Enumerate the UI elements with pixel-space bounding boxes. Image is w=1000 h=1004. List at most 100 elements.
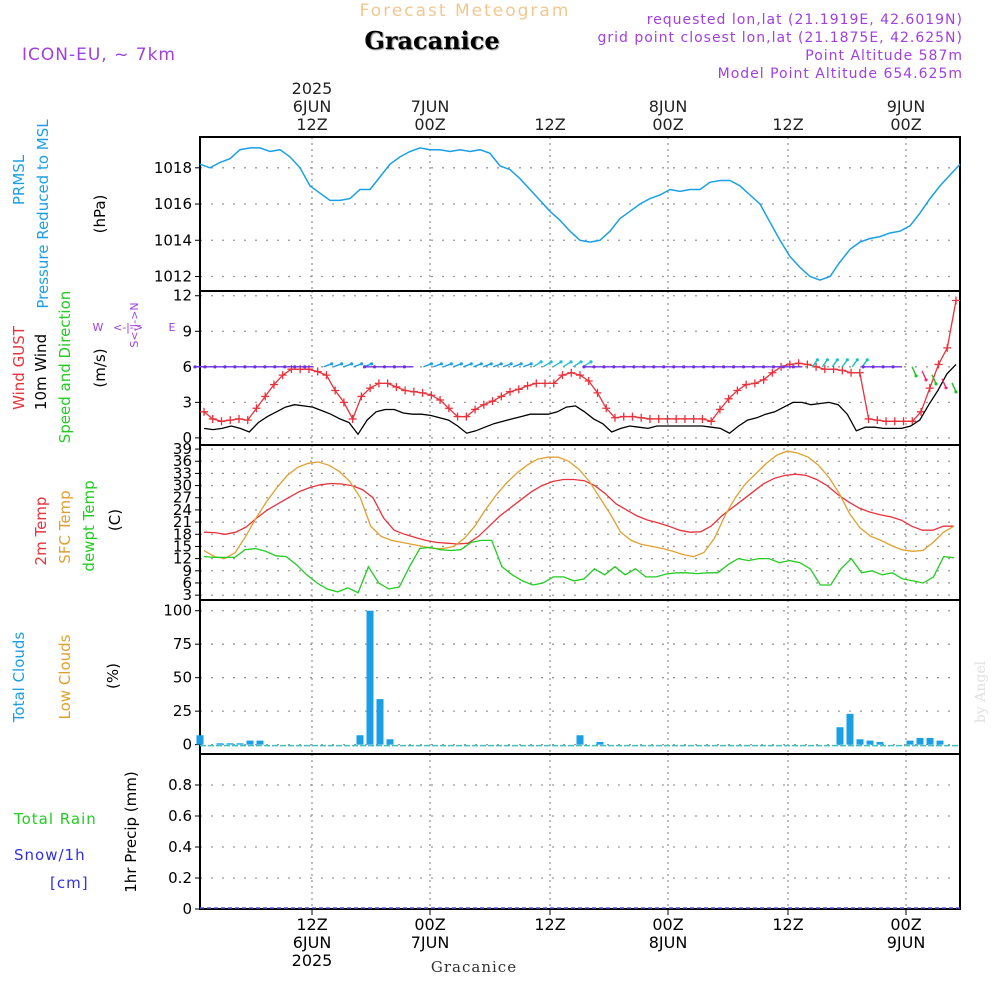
ytick-label-1-0: 0 [182,429,192,447]
gust-marker-61 [733,386,742,395]
gust-marker-79 [890,417,899,426]
wind-dir-head-0 [193,365,197,369]
super-title: Forecast Meteogram [360,1,571,21]
wind-dir-head-72 [924,378,928,382]
bottom-time-label-1-0: 00Z [414,915,445,934]
ytick-label-1-2: 6 [182,358,192,376]
wind-dir-head-29 [499,362,503,366]
wind-dir-head-65 [855,358,859,362]
gust-marker-52 [654,414,663,423]
gust-marker-65 [768,368,777,377]
cloud-bar-5 [256,740,264,745]
bottom-time-label-5-1: 9JUN [887,933,926,952]
ytick-label-1-4: 12 [173,287,192,305]
gust-marker-36 [514,385,523,394]
wind-dir-head-18 [372,365,377,369]
gust-marker-74 [847,368,856,377]
ytick-label-4-2: 0.4 [168,838,192,856]
model-label: ICON-EU, ~ 7km [22,45,176,65]
wind-dir-label: Speed and Direction [56,291,74,444]
ytick-label-2-2: 9 [182,562,192,580]
ytick-label-4-1: 0.2 [168,869,192,887]
wind-dir-head-70 [891,365,895,369]
gust-marker-20 [374,379,383,388]
panels: 1012101410161018036912369121518212427303… [154,136,961,918]
pressure-unit: (hPa) [91,195,109,234]
ytick-label-1-1: 3 [182,393,192,411]
wind-dir-head-73 [934,382,938,386]
gust-marker-31 [471,405,480,414]
gust-marker-17 [348,414,357,423]
panel-0: 1012 1014 1016 1018 [154,136,961,292]
top-time-label-1-0: 7JUN [411,97,450,116]
ytick-label-3-0: 0 [182,736,192,754]
wind-dir-head-47 [662,365,666,369]
wind-dir-head-16 [369,362,374,366]
wind-label-group: Wind GUST 10m Wind Speed and Direction (… [10,291,176,444]
ytick-label-1-3: 9 [182,322,192,340]
gust-marker-3 [226,416,235,425]
ytick-label-2-0: 3 [182,586,192,604]
wind-dir-head-43 [622,365,626,369]
gust-marker-82 [917,407,926,416]
wind-dir-head-64 [845,358,849,362]
gust-marker-21 [383,379,392,388]
panel-frame-2 [199,444,961,601]
precip-rain-label: Total Rain [13,810,97,828]
gust-marker-86 [952,296,960,305]
ytick-label-3-4: 100 [163,602,192,620]
gust-marker-30 [462,412,471,421]
wind-dir-head-21 [402,365,407,369]
gust-marker-51 [645,414,654,423]
gust-marker-81 [908,417,917,426]
bottom-time-label-0-2: 2025 [292,951,333,970]
gust-marker-2 [217,417,226,426]
cloud-bar-9 [386,739,394,745]
wind-dir-head-55 [741,365,746,369]
gust-marker-42 [567,368,576,377]
panel-frame-1 [199,290,961,446]
top-time-label-0-1: 6JUN [293,97,332,116]
wind-dir-head-23 [439,362,443,366]
cloud-bar-10 [576,735,584,745]
gust-marker-24 [409,387,418,396]
cloud-bar-15 [866,740,874,745]
cloud-bar-3 [236,743,244,745]
wind-dir-head-50 [692,365,696,369]
top-time-label-1-1: 00Z [414,115,445,134]
wind-dir-head-38 [589,360,593,364]
ytick-label-4-0: 0 [182,900,192,918]
gust-marker-50 [637,413,646,422]
cloud-bar-1 [216,743,224,745]
bottom-time-label-5-0: 00Z [890,915,921,934]
gust-marker-15 [331,386,340,395]
wind-dir-head-41 [602,365,606,369]
temp-2m-label: 2m Temp [32,497,50,566]
pressure-label-1: PRMSL [10,154,28,205]
gust-marker-75 [855,368,864,377]
gust-marker-84 [934,360,943,369]
gust-marker-63 [750,379,759,388]
wind-dir-head-61 [815,358,819,362]
ytick-label-2-11: 36 [173,452,192,470]
gust-marker-4 [234,414,243,423]
wind-dir-head-57 [761,365,766,369]
gust-marker-7 [261,392,270,401]
cloud-bar-20 [936,740,944,745]
wind-dir-arrow-72 [921,370,927,381]
wind-dir-head-8 [273,365,277,369]
gust-marker-23 [401,386,410,395]
wind-dir-head-4 [233,365,237,369]
ytick-label-2-6: 21 [173,513,192,531]
cloud-bar-16 [876,741,884,745]
gust-marker-55 [680,414,689,423]
wind-dir-head-31 [519,362,523,366]
cloud-bar-6 [356,735,364,745]
gust-marker-62 [742,380,751,389]
cloud-bar-0 [196,735,204,745]
ytick-label-4-4: 0.8 [168,776,192,794]
gust-marker-48 [619,412,628,421]
wind-dir-head-24 [449,362,453,366]
bottom-time-label-2-0: 12Z [534,915,565,934]
